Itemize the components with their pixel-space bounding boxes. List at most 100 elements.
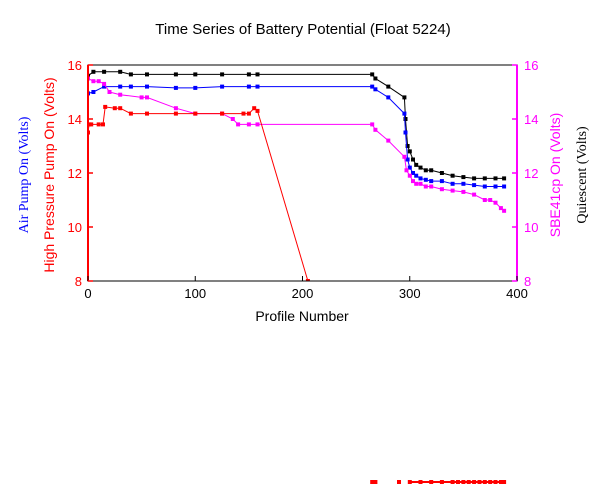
data-point: [373, 76, 378, 81]
data-point: [255, 122, 260, 127]
left-y-tick-label: 10: [68, 220, 82, 235]
data-point: [220, 84, 225, 89]
plot-content: [88, 69, 507, 281]
x-tick-label: 0: [84, 286, 91, 301]
plot-frame: [87, 64, 518, 282]
data-point: [255, 108, 260, 113]
data-point: [439, 187, 444, 192]
data-point: [91, 69, 96, 74]
data-point: [373, 87, 378, 92]
data-point: [246, 84, 251, 89]
chart-title: Time Series of Battery Potential (Float …: [155, 21, 450, 38]
data-point: [255, 84, 260, 89]
data-point: [220, 111, 225, 116]
data-point: [450, 188, 455, 193]
data-point: [91, 90, 96, 94]
data-point: [96, 122, 101, 127]
data-point: [403, 130, 408, 135]
data-point: [402, 95, 407, 100]
data-point: [252, 106, 257, 111]
x-tick-label: 100: [184, 286, 206, 301]
data-point: [246, 111, 251, 116]
series-line-0: [88, 71, 505, 179]
right-axis-label-outer: Quiescent (Volts): [575, 126, 590, 224]
data-point: [173, 85, 178, 90]
left-axis-label-inner: High Pressure Pump On (Volts): [41, 77, 57, 272]
data-point: [96, 79, 101, 84]
data-point: [411, 157, 415, 162]
data-point: [405, 157, 410, 162]
offscale-marker: [370, 480, 375, 484]
data-point: [502, 176, 507, 181]
x-tick-label: 200: [292, 286, 314, 301]
left-y-tick-label: 12: [68, 166, 82, 181]
right-y-tick-label: 14: [524, 112, 538, 127]
left-y-tick-label: 14: [68, 112, 82, 127]
data-point: [107, 90, 112, 94]
data-point: [418, 176, 423, 181]
data-point: [482, 184, 487, 189]
data-point: [407, 173, 412, 178]
data-point: [118, 84, 123, 89]
data-point: [439, 179, 444, 184]
data-point: [493, 176, 498, 181]
left-axis-label-outer: Air Pump On (Volts): [17, 116, 32, 233]
data-point: [128, 72, 133, 77]
data-point: [236, 122, 241, 127]
x-tick-label: 400: [506, 286, 528, 301]
left-y-tick-label: 16: [68, 58, 82, 73]
data-point: [145, 111, 149, 116]
data-point: [450, 173, 455, 178]
data-point: [493, 200, 498, 205]
data-point: [404, 168, 409, 173]
data-point: [139, 95, 144, 100]
data-point: [101, 122, 105, 127]
left-y-tick-label: 8: [75, 274, 82, 289]
data-point: [407, 149, 412, 154]
data-point: [423, 177, 428, 182]
data-point: [370, 84, 375, 89]
data-point: [472, 176, 477, 181]
data-point: [246, 72, 251, 77]
offscale-marker: [397, 480, 401, 484]
data-point: [193, 72, 198, 77]
data-point: [461, 175, 466, 180]
data-point: [403, 117, 408, 121]
right-y-tick-label: 16: [524, 58, 538, 73]
data-point: [230, 117, 235, 121]
data-point: [488, 198, 493, 202]
data-point: [502, 184, 507, 189]
data-point: [461, 189, 466, 194]
data-point: [439, 171, 444, 175]
data-point: [402, 111, 407, 116]
data-point: [482, 176, 487, 181]
data-point: [402, 154, 407, 159]
data-point: [102, 69, 107, 74]
data-point: [414, 173, 419, 178]
data-point: [472, 192, 477, 197]
data-point: [102, 84, 107, 89]
data-point: [373, 127, 378, 132]
data-point: [193, 111, 198, 116]
data-point: [145, 84, 149, 89]
data-point: [411, 179, 415, 184]
data-point: [220, 72, 225, 77]
data-point: [255, 72, 260, 77]
data-point: [450, 181, 455, 186]
data-point: [482, 198, 487, 202]
data-point: [173, 106, 178, 111]
data-point: [407, 165, 412, 170]
data-point: [411, 171, 415, 175]
data-point: [118, 92, 123, 97]
data-point: [118, 106, 123, 111]
data-point: [405, 144, 410, 148]
data-point: [502, 208, 507, 213]
data-point: [128, 84, 133, 89]
data-point: [305, 279, 310, 281]
data-point: [370, 72, 375, 77]
data-point: [112, 106, 117, 111]
data-point: [145, 95, 149, 100]
data-point: [386, 138, 391, 143]
data-point: [91, 79, 96, 84]
data-point: [128, 111, 133, 116]
